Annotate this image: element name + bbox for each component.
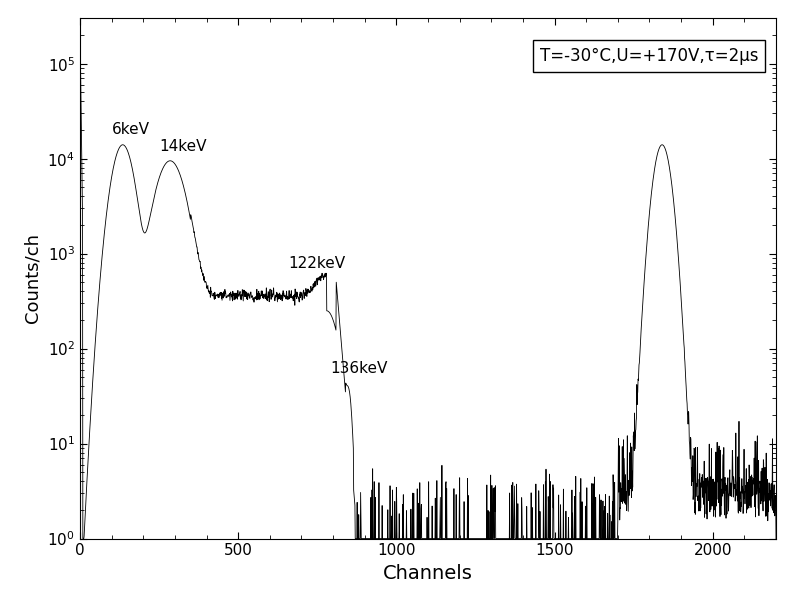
Text: 6keV: 6keV (112, 122, 150, 138)
Text: 122keV: 122keV (289, 256, 346, 271)
Text: 136keV: 136keV (330, 361, 387, 376)
X-axis label: Channels: Channels (383, 564, 473, 583)
Y-axis label: Counts/ch: Counts/ch (24, 233, 42, 324)
Text: 14keV: 14keV (159, 139, 206, 154)
Text: T=-30°C,U=+170V,τ=2μs: T=-30°C,U=+170V,τ=2μs (540, 47, 758, 65)
